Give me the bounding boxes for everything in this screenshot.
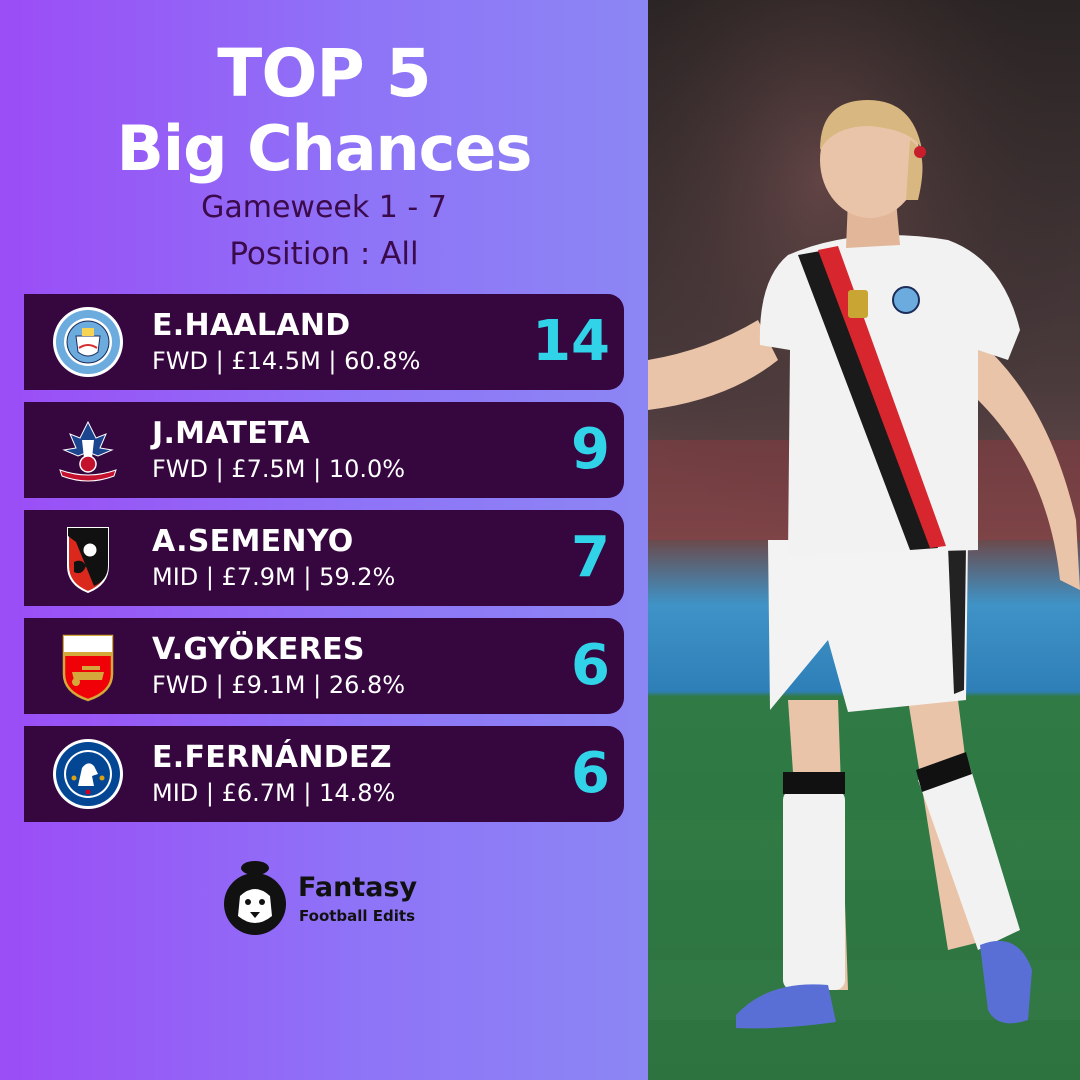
brand-logo: Fantasy Football Edits bbox=[222, 858, 432, 942]
player-name: E.FERNÁNDEZ bbox=[152, 740, 392, 775]
player-name: E.HAALAND bbox=[152, 308, 351, 343]
big-chances-value: 9 bbox=[571, 417, 610, 482]
title-main: Big Chances bbox=[116, 112, 533, 185]
big-chances-value: 6 bbox=[571, 633, 610, 698]
big-chances-value: 14 bbox=[532, 309, 610, 374]
big-chances-value: 6 bbox=[571, 741, 610, 806]
title-top: TOP 5 bbox=[217, 35, 431, 112]
manchester-city-badge-icon bbox=[53, 307, 123, 377]
stats-panel: TOP 5 Big Chances Gameweek 1 - 7 Positio… bbox=[0, 0, 648, 1080]
big-chances-value: 7 bbox=[571, 525, 610, 590]
player-name: A.SEMENYO bbox=[152, 524, 354, 559]
player-name: V.GYÖKERES bbox=[152, 632, 365, 667]
player-row: J.MATETA FWD | £7.5M | 10.0% 9 bbox=[24, 402, 624, 498]
player-name: J.MATETA bbox=[152, 416, 311, 451]
crystal-palace-badge-icon bbox=[59, 420, 117, 482]
player-meta: MID | £6.7M | 14.8% bbox=[152, 779, 396, 807]
player-photo bbox=[648, 0, 1080, 1080]
lion-logo-icon bbox=[224, 861, 286, 935]
arsenal-badge-icon bbox=[62, 634, 114, 702]
brand-tagline: Football Edits bbox=[299, 907, 416, 925]
player-row: A.SEMENYO MID | £7.9M | 59.2% 7 bbox=[24, 510, 624, 606]
chelsea-badge-icon bbox=[53, 739, 123, 809]
player-meta: FWD | £9.1M | 26.8% bbox=[152, 671, 406, 699]
player-row: V.GYÖKERES FWD | £9.1M | 26.8% 6 bbox=[24, 618, 624, 714]
player-meta: FWD | £7.5M | 10.0% bbox=[152, 455, 406, 483]
player-meta: MID | £7.9M | 59.2% bbox=[152, 563, 396, 591]
player-row: E.HAALAND FWD | £14.5M | 60.8% 14 bbox=[24, 294, 624, 390]
player-row: E.FERNÁNDEZ MID | £6.7M | 14.8% 6 bbox=[24, 726, 624, 822]
gameweek-subtitle: Gameweek 1 - 7 bbox=[201, 190, 447, 225]
position-subtitle: Position : All bbox=[229, 236, 419, 272]
player-meta: FWD | £14.5M | 60.8% bbox=[152, 347, 421, 375]
bournemouth-badge-icon bbox=[67, 527, 109, 594]
brand-name: Fantasy bbox=[298, 872, 418, 903]
